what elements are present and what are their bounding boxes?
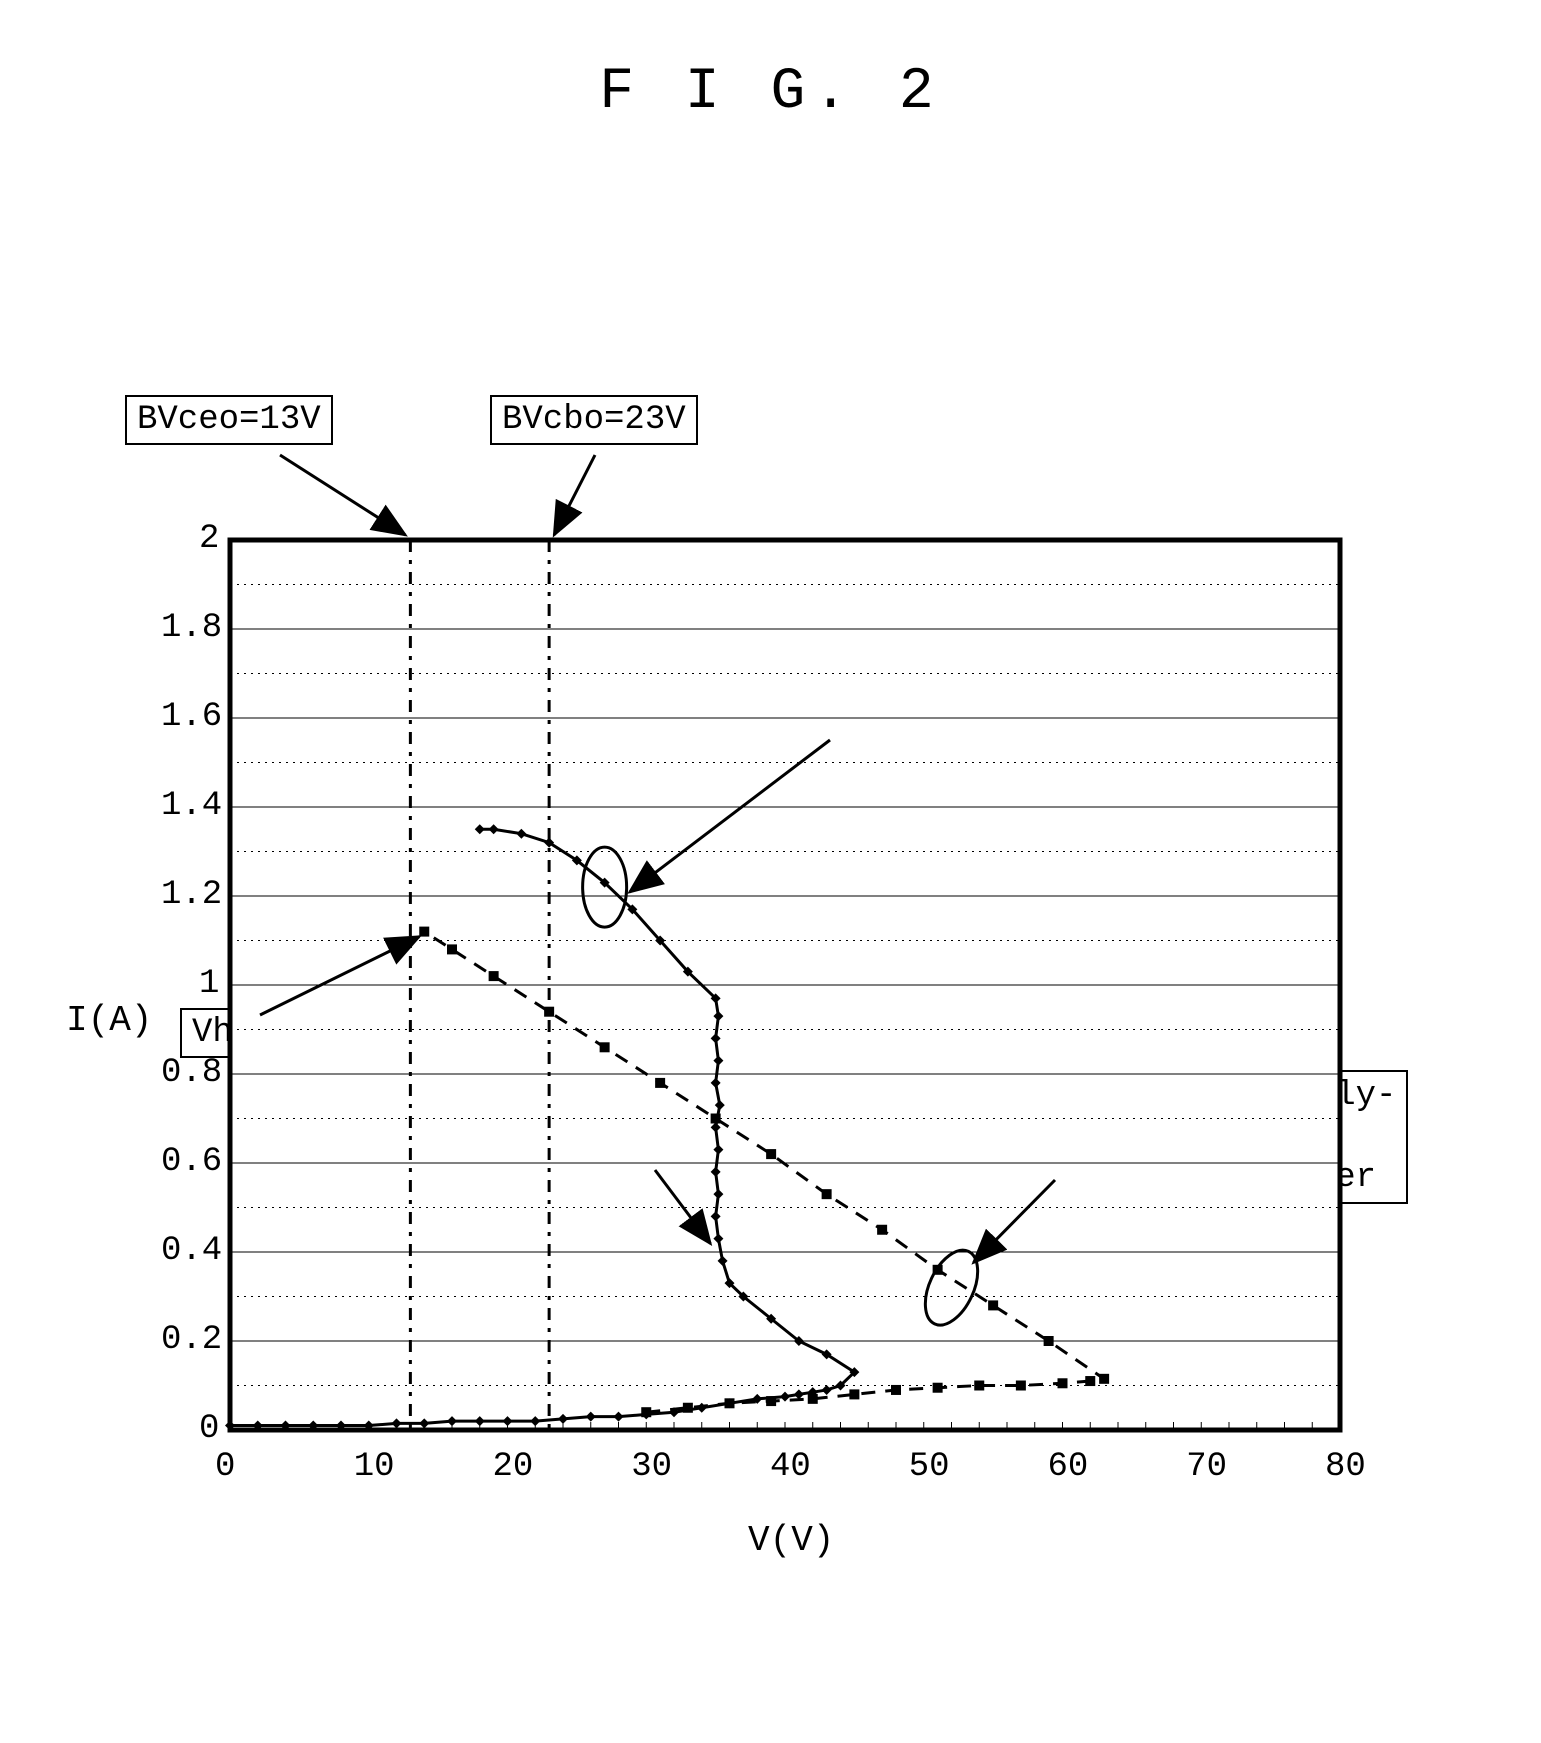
y-tick: 0.4 [161, 1232, 222, 1270]
y-tick: 0.8 [161, 1054, 222, 1092]
x-tick: 60 [1048, 1448, 1089, 1486]
y-tick: 1.4 [161, 787, 222, 825]
x-tick: 80 [1325, 1448, 1366, 1486]
x-tick: 0 [215, 1448, 235, 1486]
x-tick: 70 [1186, 1448, 1227, 1486]
y-tick: 0.2 [161, 1321, 222, 1359]
x-tick: 20 [493, 1448, 534, 1486]
y-tick: 1.2 [161, 876, 222, 914]
y-tick: 1 [199, 965, 219, 1003]
x-tick: 30 [631, 1448, 672, 1486]
y-tick: 0 [199, 1410, 219, 1448]
y-tick: 1.8 [161, 609, 222, 647]
y-tick: 2 [199, 520, 219, 558]
x-tick: 10 [354, 1448, 395, 1486]
y-tick: 0.6 [161, 1143, 222, 1181]
x-tick: 40 [770, 1448, 811, 1486]
x-tick: 50 [909, 1448, 950, 1486]
y-tick: 1.6 [161, 698, 222, 736]
